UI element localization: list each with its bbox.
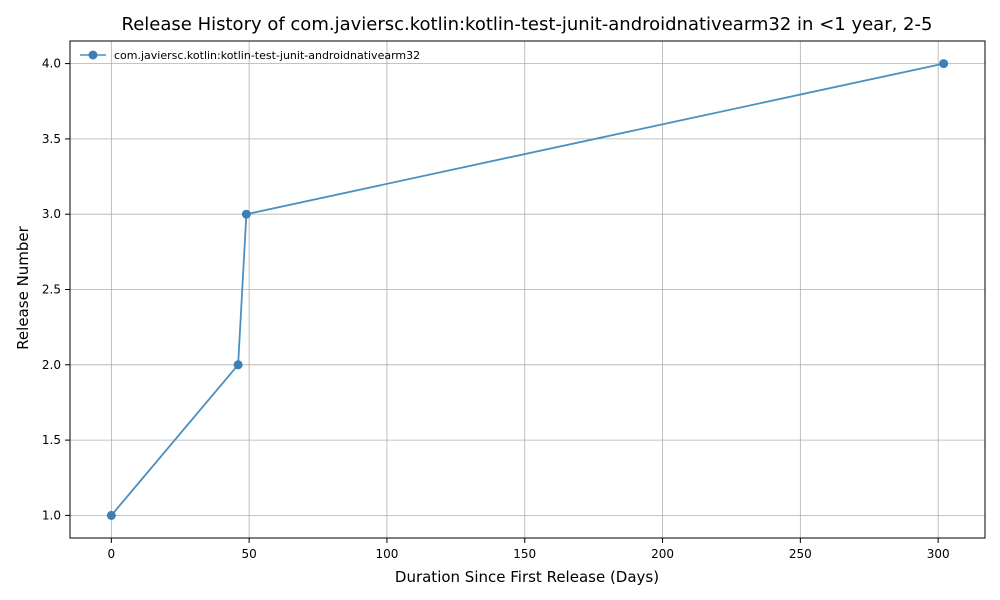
y-tick-label: 2.0: [42, 358, 61, 372]
series-line: [110, 62, 944, 516]
x-tick-label: 50: [242, 547, 257, 561]
x-axis-label: Duration Since First Release (Days): [395, 568, 659, 586]
legend-marker: [88, 50, 98, 60]
chart-title: Release History of com.javiersc.kotlin:k…: [122, 14, 933, 35]
x-tick-label: 300: [927, 547, 950, 561]
y-tick-label: 4.0: [42, 57, 61, 71]
y-tick-label: 3.0: [42, 207, 61, 221]
y-tick-label: 1.5: [42, 433, 61, 447]
series-layer: [106, 59, 949, 520]
x-tick-label: 250: [789, 547, 812, 561]
x-tick-label: 200: [651, 547, 674, 561]
data-point: [939, 59, 949, 69]
legend: com.javiersc.kotlin:kotlin-test-junit-an…: [80, 49, 420, 62]
y-tick-label: 1.0: [42, 508, 61, 522]
x-axis-ticks: 0 50 100 150 200 250 300: [108, 538, 950, 561]
y-axis-ticks: 1.0 1.5 2.0 2.5 3.0 3.5 4.0: [42, 57, 70, 522]
y-tick-label: 3.5: [42, 132, 61, 146]
grid: [70, 41, 985, 538]
x-tick-label: 150: [513, 547, 536, 561]
data-point: [106, 510, 116, 520]
y-tick-label: 2.5: [42, 283, 61, 297]
y-axis-label: Release Number: [14, 225, 32, 349]
data-point: [233, 360, 243, 370]
x-tick-label: 100: [375, 547, 398, 561]
data-point: [241, 209, 251, 219]
x-tick-label: 0: [108, 547, 116, 561]
legend-entry: com.javiersc.kotlin:kotlin-test-junit-an…: [114, 49, 420, 62]
